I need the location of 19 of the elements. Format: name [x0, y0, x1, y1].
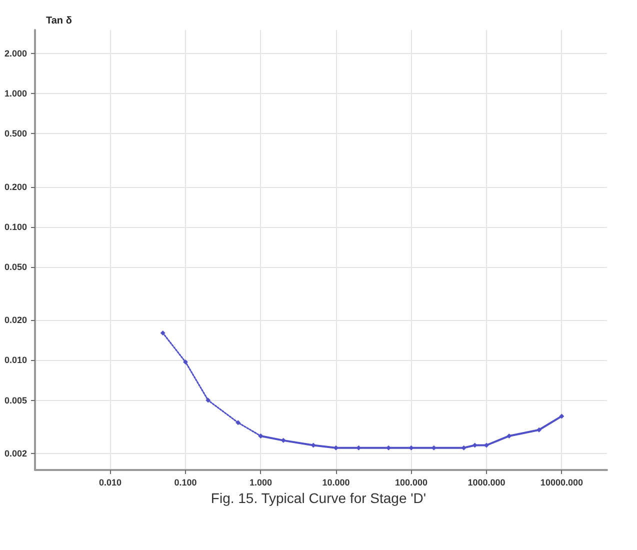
- y-tick-label: 0.050: [4, 262, 27, 272]
- y-tick-label: 0.100: [4, 222, 27, 232]
- x-tick-label: 10000.000: [540, 478, 583, 488]
- y-tick-label: 0.020: [4, 315, 27, 326]
- y-tick-label: 0.500: [4, 128, 27, 139]
- x-tick-label: 10.000: [322, 478, 350, 488]
- x-tick-label: 100.000: [394, 478, 428, 488]
- y-axis-title: Tan δ: [46, 16, 72, 26]
- y-tick-label: 0.002: [4, 448, 27, 458]
- text: Fig. 15. Typical Curve for Stage 'D': [210, 490, 426, 506]
- y-tick-label: 0.200: [4, 182, 27, 192]
- y-tick-label: 1.000: [4, 88, 27, 99]
- y-tick-label: 0.010: [4, 355, 27, 366]
- x-tick-label: 0.010: [98, 478, 122, 488]
- x-tick-label: 0.100: [174, 478, 197, 488]
- x-tick-label: 1000.000: [468, 478, 506, 488]
- x-tick-label: 1.000: [249, 478, 272, 488]
- y-tick-label: 2.000: [4, 48, 27, 58]
- y-tick-label: 0.005: [4, 395, 27, 406]
